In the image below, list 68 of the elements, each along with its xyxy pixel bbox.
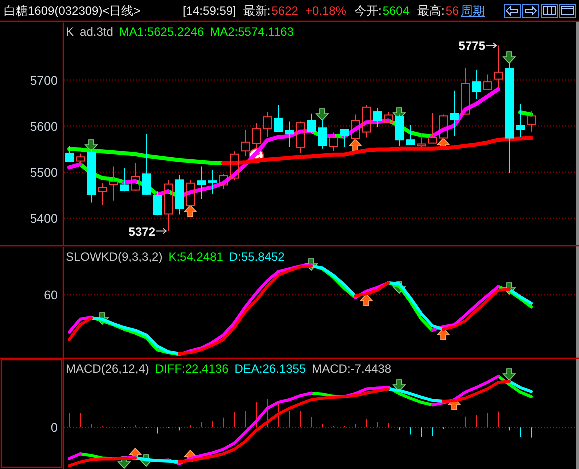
line-series bbox=[68, 147, 226, 166]
candlestick bbox=[98, 182, 107, 206]
text: 周期 bbox=[461, 4, 486, 18]
candlestick bbox=[461, 68, 470, 115]
candlestick bbox=[131, 162, 140, 191]
y-tick-label: 5500 bbox=[30, 166, 58, 180]
candlestick bbox=[175, 174, 184, 216]
candlestick bbox=[142, 134, 151, 195]
text: 白糖1609(032309)<日线> bbox=[4, 4, 141, 18]
text: K:54.2481 bbox=[168, 250, 224, 264]
annotation: 5775 bbox=[458, 39, 486, 54]
candlestick bbox=[373, 108, 382, 128]
candlestick bbox=[362, 104, 371, 138]
text: 5604 bbox=[382, 4, 410, 18]
candlestick bbox=[87, 149, 96, 204]
candlestick bbox=[472, 70, 481, 100]
candlestick bbox=[109, 166, 118, 202]
text: [14:59:59] bbox=[183, 4, 236, 18]
y-tick-label: 5400 bbox=[30, 212, 58, 226]
candlestick bbox=[340, 129, 349, 148]
text: 5622 bbox=[272, 4, 299, 18]
text: D:55.8452 bbox=[229, 250, 286, 264]
candlestick bbox=[186, 180, 195, 206]
chart-title: SLOWKD(9,3,3,2) bbox=[66, 250, 163, 264]
candlestick bbox=[65, 146, 74, 162]
candlestick bbox=[329, 132, 338, 152]
candlestick bbox=[120, 168, 129, 192]
candlestick bbox=[428, 112, 437, 144]
candlestick bbox=[351, 114, 360, 141]
candlestick bbox=[450, 90, 459, 137]
candlestick bbox=[197, 166, 206, 200]
annotation: MA1:5625.2246 bbox=[119, 25, 204, 39]
text: 最高: bbox=[418, 4, 445, 18]
text: DIFF:22.4136 bbox=[155, 362, 230, 376]
candlestick bbox=[417, 132, 426, 148]
text: 56 bbox=[446, 4, 460, 18]
y-tick-label: 5700 bbox=[30, 74, 58, 88]
text: 0 bbox=[51, 421, 58, 436]
candlestick bbox=[274, 104, 283, 132]
candlestick bbox=[153, 191, 162, 216]
candlestick bbox=[516, 104, 525, 138]
candlestick bbox=[296, 121, 305, 154]
candlestick bbox=[164, 180, 173, 232]
chart-title: K bbox=[66, 25, 74, 39]
text: 最新: bbox=[243, 4, 271, 18]
text: DEA:26.1355 bbox=[234, 362, 306, 376]
candlestick bbox=[252, 122, 261, 150]
candlestick bbox=[483, 74, 492, 90]
text: +0.18% bbox=[305, 4, 347, 18]
candlestick bbox=[285, 121, 294, 148]
chart-subtitle: ad.3td bbox=[80, 25, 114, 39]
candlestick bbox=[494, 45, 503, 89]
text: 今开: bbox=[354, 4, 382, 18]
chart-title: MACD(26,12,4) bbox=[66, 362, 150, 376]
text: 60 bbox=[44, 288, 58, 303]
text: MACD:-7.4438 bbox=[312, 362, 392, 376]
candlestick bbox=[318, 119, 327, 150]
candlestick bbox=[241, 129, 250, 157]
candlestick bbox=[208, 170, 217, 195]
candlestick bbox=[263, 112, 272, 138]
annotation: MA2:5574.1163 bbox=[210, 25, 294, 39]
line-series bbox=[222, 136, 534, 166]
candlestick bbox=[219, 174, 228, 190]
annotation: 5372 bbox=[128, 224, 156, 239]
candlestick bbox=[406, 124, 415, 146]
candlestick bbox=[527, 110, 536, 132]
candlestick bbox=[505, 62, 514, 174]
y-tick-label: 5600 bbox=[30, 120, 58, 134]
